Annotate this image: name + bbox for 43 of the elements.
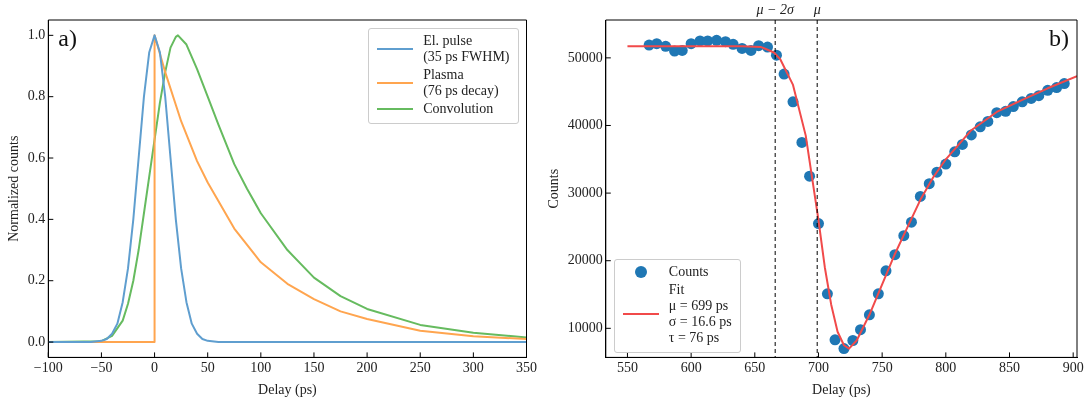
x-tick-label: 300 [462, 360, 484, 376]
annotation: a) [58, 25, 77, 52]
ref-line-label: μ − 2σ [755, 1, 795, 17]
y-tick-label: 40000 [567, 117, 603, 133]
y-tick-label: 50000 [567, 49, 603, 65]
y-tick-label: 0.8 [27, 88, 46, 104]
x-tick-label: 750 [871, 360, 893, 376]
y-tick-label: 1.0 [27, 27, 46, 43]
y-tick-label: 0.0 [27, 333, 46, 349]
y-tick-label: 20000 [567, 252, 603, 268]
x-tick-label: −100 [33, 360, 63, 376]
x-tick-label: 900 [1062, 360, 1084, 376]
y-tick-label: 0.6 [27, 149, 46, 165]
x-tick-label: 150 [303, 360, 325, 376]
legend-label: Counts [668, 264, 709, 281]
y-tick-label: 30000 [567, 184, 603, 200]
annotation: b) [1049, 25, 1069, 52]
x-tick-label: 50 [200, 360, 215, 376]
x-tick-label: 700 [807, 360, 829, 376]
x-axis-title: Delay (ps) [258, 382, 318, 399]
x-tick-label: 250 [409, 360, 431, 376]
x-tick-label: 650 [744, 360, 766, 376]
y-tick-label: 0.4 [27, 211, 46, 227]
ref-line-label: μ [812, 1, 821, 17]
x-tick-label: 550 [616, 360, 638, 376]
point [829, 334, 841, 346]
y-tick-label: 0.2 [27, 272, 46, 288]
y-axis-title: Counts [546, 168, 562, 209]
x-axis-title: Delay (ps) [812, 382, 872, 399]
y-axis-title: Normalized counts [6, 135, 22, 242]
y-tick-label: 10000 [567, 320, 603, 335]
x-tick-label: 100 [250, 360, 272, 376]
legend-label: Plasma (76 ps decay) [423, 67, 499, 99]
x-tick-label: 200 [356, 360, 378, 376]
legend-label: El. pulse (35 ps FWHM) [423, 33, 510, 65]
legend-label: Convolution [423, 101, 494, 117]
x-tick-label: 850 [999, 360, 1020, 376]
x-tick-label: 600 [680, 360, 702, 376]
x-tick-label: 0 [151, 360, 159, 376]
x-tick-label: 350 [516, 360, 537, 376]
x-tick-label: 800 [935, 360, 957, 376]
x-tick-label: −50 [90, 360, 113, 376]
legend-label: Fit μ = 699 ps σ = 16.6 ps τ = 76 ps [668, 282, 732, 347]
